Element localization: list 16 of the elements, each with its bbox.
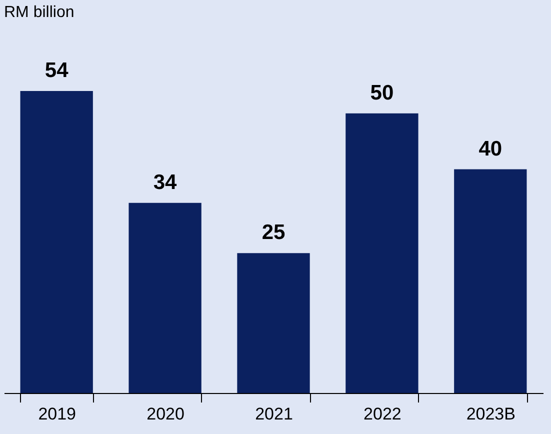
x-tick-label: 2022	[364, 404, 402, 424]
bar	[454, 169, 527, 393]
bar	[20, 91, 93, 393]
x-tick-label: 2023B	[466, 404, 516, 424]
y-axis-title: RM billion	[4, 4, 74, 21]
data-label: 50	[370, 81, 394, 104]
bar	[128, 202, 202, 393]
x-tick-label: 2020	[146, 404, 184, 424]
data-label: 34	[153, 170, 178, 194]
bar	[346, 113, 418, 393]
data-label: 25	[262, 221, 286, 244]
x-tick-label: 2021	[255, 404, 293, 424]
data-label: 40	[478, 137, 502, 160]
data-label: 54	[44, 59, 69, 82]
bar	[237, 253, 310, 393]
x-tick-label: 2019	[38, 404, 76, 424]
